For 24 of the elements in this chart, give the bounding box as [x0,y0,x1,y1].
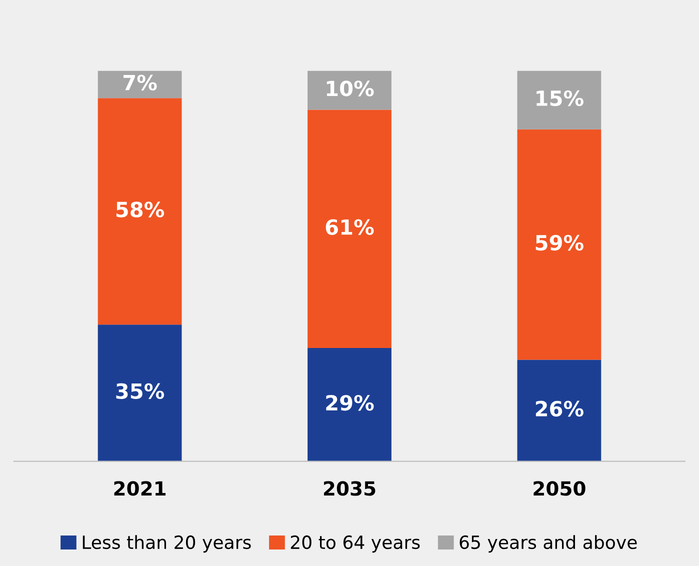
x-tick-label: 2050 [534,481,586,496]
data-label: 35% [116,383,164,399]
data-label: 26% [536,400,584,417]
data-label: 58% [116,202,164,218]
bar [517,70,602,130]
bar [308,348,392,462]
x-tick-label: 2035 [324,481,376,496]
bar [308,110,392,348]
x-tick-label: 2021 [114,481,166,496]
legend-label: Less than 20 years [82,535,251,553]
legend-label: 20 to 64 years [290,535,420,553]
bar [98,70,182,98]
data-label: 29% [326,394,374,411]
bar [98,98,182,325]
data-label: 61% [326,219,374,235]
bar [517,360,602,462]
data-label: 59% [536,234,584,251]
bar [98,324,182,462]
data-label: 7% [124,74,157,90]
data-label: 15% [536,90,584,106]
data-label: 10% [326,80,374,96]
legend-label: 65 years and above [460,535,637,553]
bar [517,129,602,360]
bar [308,70,392,110]
